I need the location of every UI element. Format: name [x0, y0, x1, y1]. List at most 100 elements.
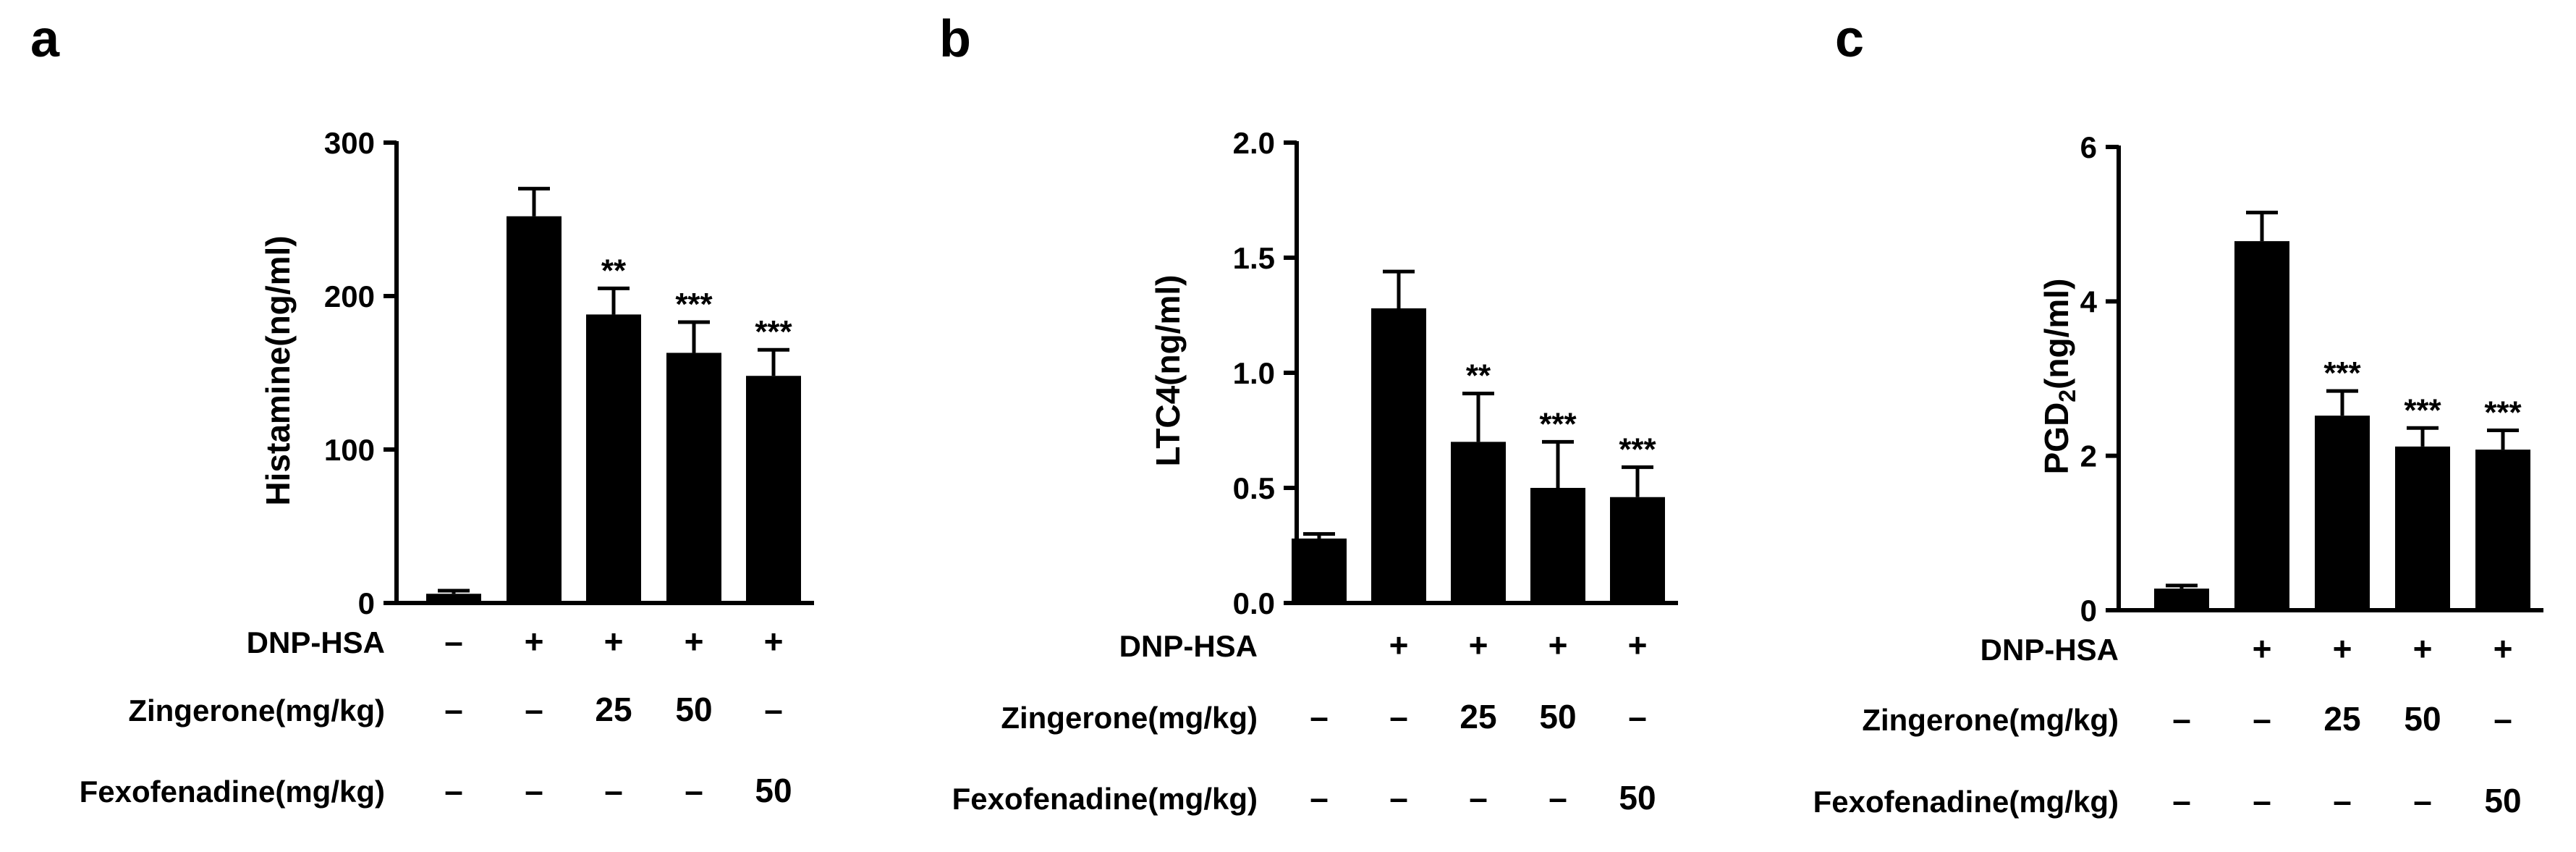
treatment-cell: –	[444, 623, 463, 660]
treatment-row-label: Zingerone(mg/kg)	[1862, 703, 2119, 737]
treatment-cell: –	[1628, 698, 1647, 735]
treatment-cell: +	[685, 623, 704, 660]
treatment-cell: –	[685, 772, 703, 809]
y-tick-label: 0.5	[1233, 471, 1275, 505]
y-tick-label: 0	[358, 586, 375, 620]
treatment-row-label: Fexofenadine(mg/kg)	[952, 782, 1258, 816]
treatment-cell: +	[604, 623, 624, 660]
treatment-cell: +	[2413, 630, 2433, 667]
treatment-cell: –	[1389, 779, 1408, 817]
y-tick-label: 0.0	[1233, 586, 1275, 620]
treatment-row-label: Zingerone(mg/kg)	[128, 693, 385, 727]
y-tick-label: 100	[324, 433, 375, 467]
treatment-row-label: DNP-HSA	[1119, 629, 1258, 663]
y-axis-label-main: LTC4(ng/ml)	[1149, 275, 1187, 467]
bar	[1530, 488, 1585, 603]
significance-mark: ***	[2484, 395, 2522, 430]
bar	[2395, 446, 2450, 610]
y-axis-label-main: PGD	[2038, 402, 2075, 475]
bar	[507, 216, 562, 603]
bar	[1610, 497, 1665, 603]
y-axis-label-main: Histamine(ng/ml)	[259, 235, 297, 505]
bar	[2234, 241, 2289, 610]
treatment-cell: –	[444, 772, 463, 809]
treatment-cell: 50	[1539, 698, 1576, 735]
treatment-row-label: Fexofenadine(mg/kg)	[1813, 785, 2119, 819]
treatment-cell: –	[2253, 700, 2271, 738]
treatment-cell: 25	[1459, 698, 1496, 735]
significance-mark: ***	[1539, 406, 1577, 442]
treatment-row-label: Zingerone(mg/kg)	[1001, 701, 1258, 735]
y-axis-label: PGD2(ng/ml)	[2038, 279, 2080, 475]
significance-mark: ***	[2323, 355, 2361, 391]
bar	[746, 376, 801, 603]
y-axis-label-subscript: 2	[2054, 389, 2080, 402]
treatment-cell: –	[764, 691, 783, 728]
treatment-cell: –	[2253, 782, 2271, 819]
y-axis-label: Histamine(ng/ml)	[259, 235, 297, 505]
treatment-cell: 50	[2484, 782, 2521, 819]
y-tick-label: 200	[324, 279, 375, 313]
treatment-cell: –	[1310, 698, 1329, 735]
y-tick-label: 6	[2080, 130, 2097, 164]
bar	[1451, 442, 1506, 603]
treatment-cell: –	[2172, 700, 2191, 738]
treatment-cell: 25	[2323, 700, 2360, 738]
treatment-cell: –	[2413, 782, 2432, 819]
bar	[2154, 589, 2209, 610]
bar	[2315, 416, 2370, 610]
treatment-cell: +	[1548, 626, 1568, 664]
treatment-cell: –	[2494, 700, 2512, 738]
y-tick-label: 1.5	[1233, 241, 1275, 275]
panel-letter: a	[30, 10, 60, 68]
treatment-cell: –	[525, 772, 543, 809]
treatment-cell: –	[1389, 698, 1408, 735]
treatment-cell: –	[604, 772, 623, 809]
panel-letter: b	[939, 10, 971, 68]
treatment-cell: 50	[2404, 700, 2441, 738]
treatment-cell: –	[1548, 779, 1567, 817]
treatment-row-label: Fexofenadine(mg/kg)	[80, 775, 385, 809]
treatment-cell: –	[1469, 779, 1488, 817]
treatment-cell: +	[2253, 630, 2272, 667]
treatment-cell: +	[1628, 626, 1648, 664]
bar	[666, 353, 721, 603]
bar	[586, 314, 641, 603]
significance-mark: ***	[2404, 392, 2441, 428]
y-tick-label: 2	[2080, 439, 2097, 473]
treatment-cell: +	[764, 623, 784, 660]
bar	[426, 594, 481, 603]
y-tick-label: 2.0	[1233, 126, 1275, 160]
y-tick-label: 0	[2080, 594, 2097, 628]
treatment-row-label: DNP-HSA	[1980, 633, 2119, 667]
treatment-cell: +	[525, 623, 544, 660]
panel-letter: c	[1835, 10, 1864, 68]
significance-mark: ***	[755, 314, 792, 350]
treatment-cell: 25	[595, 691, 632, 728]
treatment-cell: –	[444, 691, 463, 728]
y-axis-label-tail: (ng/ml)	[2038, 279, 2075, 389]
bar	[1371, 308, 1426, 603]
treatment-cell: –	[1310, 779, 1329, 817]
y-tick-label: 4	[2080, 284, 2098, 319]
significance-mark: ***	[675, 287, 713, 322]
significance-mark: **	[1466, 358, 1491, 394]
treatment-cell: –	[2333, 782, 2352, 819]
treatment-cell: 50	[1619, 779, 1656, 817]
treatment-cell: 50	[755, 772, 792, 809]
y-tick-label: 300	[324, 126, 375, 160]
treatment-cell: +	[2494, 630, 2513, 667]
bar	[1292, 538, 1347, 603]
treatment-cell: +	[1389, 626, 1409, 664]
treatment-row-label: DNP-HSA	[247, 625, 385, 659]
y-axis-label: LTC4(ng/ml)	[1149, 275, 1187, 467]
treatment-cell: –	[525, 691, 543, 728]
treatment-cell: 50	[675, 691, 712, 728]
y-tick-label: 1.0	[1233, 356, 1275, 390]
significance-mark: **	[601, 253, 627, 288]
